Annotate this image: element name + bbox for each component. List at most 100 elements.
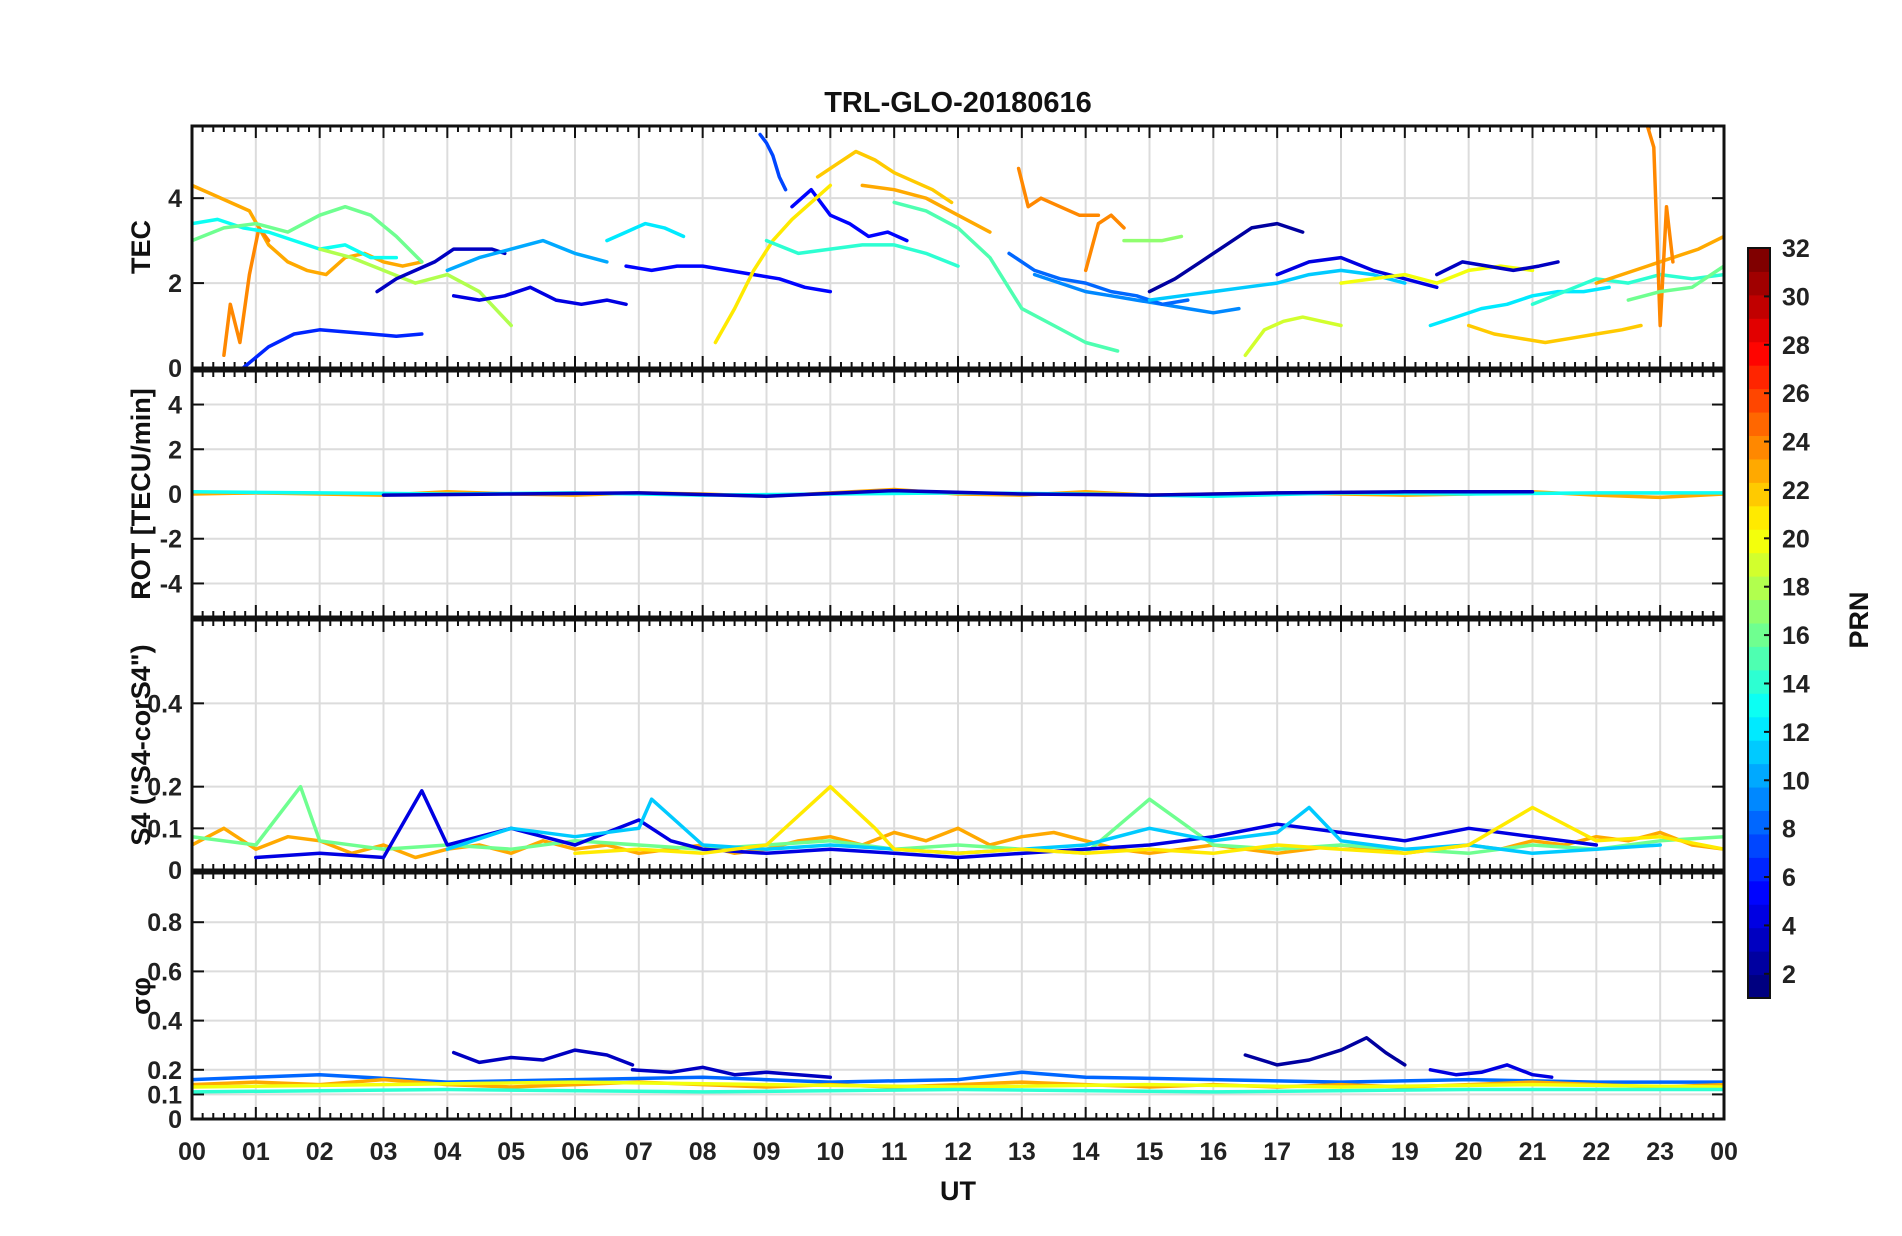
series-s4-prn-16	[192, 784, 1724, 856]
colorbar-segment	[1748, 904, 1770, 929]
tec-ytick-label: 2	[168, 270, 182, 298]
colorbar-tick-label: 10	[1782, 767, 1810, 795]
x-tick-label: 10	[816, 1138, 844, 1166]
x-tick-label: 21	[1519, 1138, 1547, 1166]
colorbar-segment	[1748, 740, 1770, 765]
colorbar-frame	[1747, 247, 1771, 999]
series-tec-prn-3	[1435, 260, 1560, 277]
colorbar-tick-label: 16	[1782, 622, 1810, 650]
panel-rot: -4 -2 0 2 4 ROT [TECU/min]	[126, 369, 1726, 619]
series-sigma_phi-prn-20	[192, 1080, 1724, 1089]
series-tec-prn-22	[1466, 323, 1643, 345]
sigma_phi-ytick-label: 0.4	[147, 1008, 182, 1036]
colorbar-tick-label: 12	[1782, 719, 1810, 747]
rot-ytick-label: 2	[168, 436, 182, 464]
colorbar-tick-label: 30	[1782, 283, 1810, 311]
rot-ytick-label: -4	[160, 570, 182, 598]
series-tec-prn-5	[790, 187, 909, 243]
series-tec-prn-12	[605, 221, 686, 243]
x-tick-label: 12	[944, 1138, 972, 1166]
rot-ylabel: ROT [TECU/min]	[126, 388, 156, 599]
colorbar-tick-label: 28	[1782, 332, 1810, 360]
colorbar-tick-label: 2	[1782, 961, 1796, 989]
rot-ytick-label: 0	[168, 481, 182, 509]
x-tick-label: 13	[1008, 1138, 1036, 1166]
series-tec-prn-6	[241, 328, 424, 368]
colorbar-segment	[1748, 271, 1770, 296]
series-tec-prn-24	[1083, 213, 1126, 273]
colorbar-segment	[1748, 787, 1770, 811]
x-tick-label: 04	[433, 1138, 461, 1166]
colorbar-tick-label: 32	[1782, 235, 1810, 263]
x-tick-label: 15	[1136, 1138, 1164, 1166]
series-tec-prn-3	[375, 247, 507, 294]
colorbar-segment	[1748, 833, 1770, 858]
series-sigma_phi-prn-14	[192, 1087, 1724, 1094]
tec-ytick-label: 4	[168, 185, 182, 213]
colorbar-segment	[1748, 669, 1770, 694]
colorbar-segment	[1748, 857, 1770, 882]
x-tick-label: 11	[881, 1138, 908, 1166]
sigma_phi-ytick-label: 0	[168, 1106, 182, 1134]
series-sigma_phi-prn-3	[630, 1065, 833, 1079]
colorbar-segment	[1748, 623, 1770, 647]
series-tec-prn-4	[451, 285, 628, 307]
series-tec-prn-20	[1339, 264, 1535, 285]
series-tec-prn-2	[1147, 221, 1305, 294]
colorbar-segment	[1748, 529, 1770, 554]
sigma_phi-ytick-label: 0.1	[147, 1081, 182, 1109]
series-tec-prn-23	[860, 183, 992, 234]
series-sigma_phi-prn-8	[192, 1070, 1724, 1084]
colorbar-tick-label: 22	[1782, 477, 1810, 505]
sigma_phi-frame	[190, 871, 1726, 1121]
colorbar-segment	[1748, 763, 1770, 788]
colorbar-segment	[1748, 951, 1770, 976]
x-tick-label: 18	[1327, 1138, 1355, 1166]
colorbar-tick-label: 20	[1782, 525, 1810, 553]
series-tec-prn-18	[317, 247, 513, 328]
series-tec-prn-10	[445, 238, 609, 273]
series-tec-prn-22	[815, 149, 954, 205]
colorbar-segment	[1748, 552, 1770, 577]
series-rot-prn-3	[381, 488, 1535, 498]
colorbar-segment	[1748, 388, 1770, 413]
s4-series-group	[192, 784, 1724, 860]
colorbar-tick-label: 6	[1782, 864, 1796, 892]
x-tick-label: 05	[497, 1138, 525, 1166]
chart-title: TRL-GLO-20180616	[824, 87, 1092, 119]
x-tick-label: 23	[1646, 1138, 1674, 1166]
sigma_phi-ylabel: σφ	[126, 977, 156, 1015]
x-tick-label: 00	[178, 1138, 206, 1166]
colorbar-segment	[1748, 341, 1770, 366]
x-tick-label: 16	[1199, 1138, 1227, 1166]
colorbar-segment	[1748, 458, 1770, 483]
series-tec-prn-5	[624, 264, 833, 294]
sigma_phi-series-group	[192, 1036, 1724, 1094]
series-tec-prn-12	[1428, 285, 1611, 328]
x-tick-label: 19	[1391, 1138, 1419, 1166]
colorbar-tick-label: 4	[1782, 912, 1796, 940]
rot-ytick-label: -2	[160, 526, 182, 554]
series-tec-prn-17	[1122, 234, 1184, 243]
x-tick-label: 08	[689, 1138, 717, 1166]
series-sigma_phi-prn-4	[1428, 1063, 1554, 1079]
series-tec-prn-8	[1007, 251, 1190, 307]
series-s4-prn-21	[573, 784, 1724, 856]
colorbar-segment	[1748, 248, 1770, 272]
x-tick-label: 07	[625, 1138, 653, 1166]
x-tick-label: 09	[753, 1138, 781, 1166]
series-tec-prn-7	[758, 132, 788, 192]
s4-ytick-label: 0.2	[147, 774, 182, 802]
sigma_phi-ytick-label: 0.6	[147, 958, 182, 986]
series-tec-prn-23	[1594, 234, 1724, 285]
tec-frame	[190, 124, 1726, 370]
x-axis: 00 01 02 03 04 05 06 07 08 09 10 11 12 13 14 15 16 17 18 19…	[178, 1138, 1738, 1166]
colorbar-tick-label: 8	[1782, 816, 1796, 844]
series-sigma_phi-prn-3	[451, 1048, 635, 1067]
tec-ylabel: TEC	[126, 220, 156, 274]
s4-ylabel: S4 ("S4-corS4")	[126, 644, 156, 845]
x-tick-label: 17	[1263, 1138, 1291, 1166]
series-tec-prn-24	[1016, 166, 1101, 217]
colorbar-label: PRN	[1844, 591, 1874, 648]
series-tec-prn-21	[713, 183, 833, 345]
